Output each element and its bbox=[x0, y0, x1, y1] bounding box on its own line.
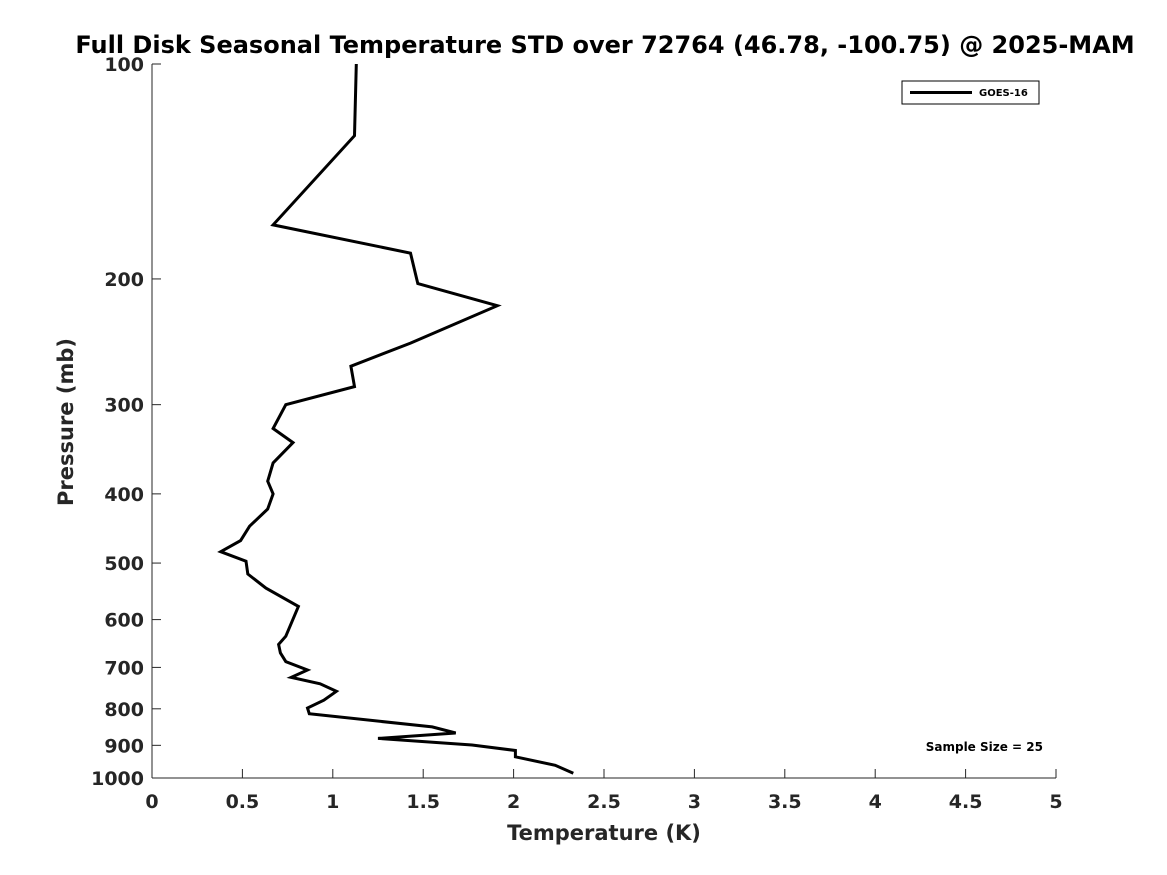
x-tick-label: 2.5 bbox=[587, 791, 621, 813]
series-layer bbox=[217, 63, 574, 775]
x-axis-label: Temperature (K) bbox=[507, 821, 701, 845]
chart-title: Full Disk Seasonal Temperature STD over … bbox=[75, 31, 1134, 59]
y-tick-label: 900 bbox=[104, 735, 144, 757]
series-line-goes-16 bbox=[217, 63, 574, 775]
legend-label: GOES-16 bbox=[979, 88, 1028, 99]
y-tick-label: 600 bbox=[104, 610, 144, 632]
x-axis: 0 0.5 1 1.5 2 2.5 3 3.5 4 4.5 5 bbox=[145, 769, 1063, 813]
x-tick-label: 4.5 bbox=[949, 791, 983, 813]
plot-area bbox=[151, 64, 1056, 779]
x-tick-label: 4 bbox=[869, 791, 882, 813]
y-axis: 100 200 300 400 500 600 700 800 900 1000 bbox=[91, 54, 161, 790]
y-tick-label: 300 bbox=[104, 395, 144, 417]
x-tick-label: 3 bbox=[688, 791, 701, 813]
legend: GOES-16 bbox=[901, 80, 1040, 105]
sample-size-annotation: Sample Size = 25 bbox=[926, 740, 1043, 754]
y-tick-label: 400 bbox=[104, 484, 144, 506]
x-tick-label: 0.5 bbox=[226, 791, 260, 813]
x-tick-label: 5 bbox=[1049, 791, 1062, 813]
y-axis-label: Pressure (mb) bbox=[54, 338, 78, 506]
y-tick-label: 1000 bbox=[91, 768, 144, 790]
x-tick-label: 2 bbox=[507, 791, 520, 813]
x-tick-label: 1 bbox=[326, 791, 339, 813]
y-tick-label: 100 bbox=[104, 54, 144, 76]
x-tick-label: 1.5 bbox=[406, 791, 440, 813]
y-tick-label: 700 bbox=[104, 657, 144, 679]
x-tick-label: 3.5 bbox=[768, 791, 802, 813]
y-tick-label: 200 bbox=[104, 269, 144, 291]
y-tick-label: 800 bbox=[104, 699, 144, 721]
x-tick-label: 0 bbox=[145, 791, 158, 813]
y-tick-label: 500 bbox=[104, 553, 144, 575]
